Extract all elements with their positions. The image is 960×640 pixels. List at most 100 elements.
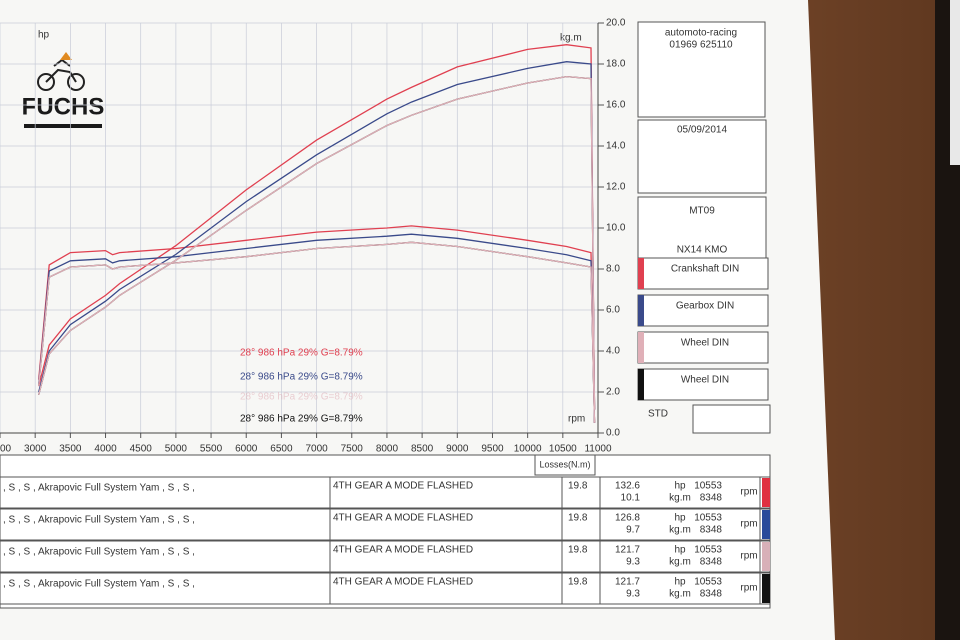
y2-tick-label: 8.0	[606, 264, 620, 275]
table-cell: rpm	[740, 519, 757, 530]
y2-tick-label: 2.0	[606, 387, 620, 398]
legend-label: Gearbox DIN	[676, 301, 734, 312]
results-table	[0, 454, 771, 609]
power-curve	[38, 61, 596, 410]
y2-tick-label: 14.0	[606, 141, 626, 152]
legend-box	[637, 257, 769, 290]
torque-curve	[38, 241, 596, 423]
table-cell: 10553	[694, 545, 722, 556]
x-tick-label: 7500	[341, 444, 364, 455]
y2-tick-label: 4.0	[606, 346, 620, 357]
legend-swatch	[638, 332, 644, 363]
table-cell: hp	[674, 513, 686, 524]
table-cell: rpm	[740, 583, 757, 594]
model: MT09	[689, 206, 715, 217]
legend-swatch	[638, 258, 644, 289]
x-tick-label: 11000	[584, 444, 612, 455]
x-tick-label: 5500	[200, 444, 223, 455]
x-tick-label: 10500	[549, 444, 577, 455]
table-cell: 10553	[694, 513, 722, 524]
table-cell: 9.3	[626, 589, 640, 600]
y2-tick-label: 6.0	[606, 305, 620, 316]
x-tick-label: 6000	[235, 444, 258, 455]
table-cell: 4TH GEAR A MODE FLASHED	[333, 481, 473, 492]
std-label: STD	[648, 409, 668, 420]
table-cell: 8348	[700, 493, 723, 504]
y-axis-label: hp	[38, 30, 50, 41]
table-cell: kg.m	[669, 493, 691, 504]
screen-edge	[950, 0, 960, 165]
y2-tick-label: 20.0	[606, 18, 626, 29]
table-cell: kg.m	[669, 525, 691, 536]
y2-tick-label: 12.0	[606, 182, 626, 193]
table-cell: hp	[674, 481, 686, 492]
std-box	[692, 404, 771, 434]
x-tick-label: 3000	[24, 444, 47, 455]
info-box	[637, 196, 767, 259]
x-tick-label: 7000	[305, 444, 328, 455]
x-axis-label: rpm	[568, 414, 585, 425]
table-cell: hp	[674, 577, 686, 588]
legend-label: Wheel DIN	[681, 338, 729, 349]
losses-header-cell	[534, 454, 596, 476]
table-cell: 121.7	[615, 545, 640, 556]
table-cell: 10553	[694, 481, 722, 492]
x-tick-label: 5000	[165, 444, 188, 455]
table-cell: 8348	[700, 525, 723, 536]
y2-tick-label: 18.0	[606, 59, 626, 70]
table-cell: , S , S , Akrapovic Full System Yam , S …	[3, 547, 195, 558]
torque-curve	[38, 233, 596, 423]
table-cell: 19.8	[568, 513, 588, 524]
table-cell: 8348	[700, 557, 723, 568]
row-color	[762, 542, 770, 571]
date: 05/09/2014	[677, 125, 727, 136]
logo-fox	[60, 52, 72, 60]
company: automoto-racing	[665, 28, 737, 39]
table-cell: , S , S , Akrapovic Full System Yam , S …	[3, 579, 195, 590]
table-cell: 4TH GEAR A MODE FLASHED	[333, 545, 473, 556]
info-box	[637, 119, 767, 194]
row-color	[762, 574, 770, 603]
x-tick-label: 10000	[514, 444, 542, 455]
legend-box	[637, 331, 769, 364]
legend-label: Crankshaft DIN	[671, 264, 739, 275]
x-tick-label: 2500	[0, 444, 12, 455]
legend-box	[637, 368, 769, 401]
table-cell: 4TH GEAR A MODE FLASHED	[333, 513, 473, 524]
condition-note: 28° 986 hPa 29% G=8.79%	[240, 392, 363, 403]
table-cell: 9.7	[626, 525, 640, 536]
table-cell: hp	[674, 545, 686, 556]
y2-axis-label: kg.m	[560, 33, 582, 44]
table-cell: 4TH GEAR A MODE FLASHED	[333, 577, 473, 588]
power-curve	[38, 75, 596, 410]
table-cell: 9.3	[626, 557, 640, 568]
x-tick-label: 4500	[130, 444, 153, 455]
phone: 01969 625110	[669, 40, 733, 51]
table-cell: 19.8	[568, 481, 588, 492]
table-cell: 126.8	[615, 513, 640, 524]
table-cell: 19.8	[568, 545, 588, 556]
power-curve	[38, 44, 596, 410]
logo-underline	[24, 124, 102, 128]
table-cell: 19.8	[568, 577, 588, 588]
logo-wheel	[67, 73, 85, 91]
x-tick-label: 3500	[59, 444, 82, 455]
x-tick-label: 8500	[411, 444, 434, 455]
legend-swatch	[638, 369, 644, 400]
registration: NX14 KMO	[677, 245, 728, 256]
table-cell: 10.1	[621, 493, 641, 504]
losses-header: Losses(N.m)	[539, 459, 590, 469]
y2-tick-label: 16.0	[606, 100, 626, 111]
table-cell: kg.m	[669, 557, 691, 568]
row-color	[762, 510, 770, 539]
legend-box	[637, 294, 769, 327]
x-tick-label: 4000	[94, 444, 117, 455]
x-tick-label: 8000	[376, 444, 399, 455]
x-tick-label: 9500	[481, 444, 504, 455]
table-cell: , S , S , Akrapovic Full System Yam , S …	[3, 515, 195, 526]
table-cell: , S , S , Akrapovic Full System Yam , S …	[3, 483, 195, 494]
torque-curve	[38, 225, 596, 423]
condition-note: 28° 986 hPa 29% G=8.79%	[240, 414, 363, 425]
